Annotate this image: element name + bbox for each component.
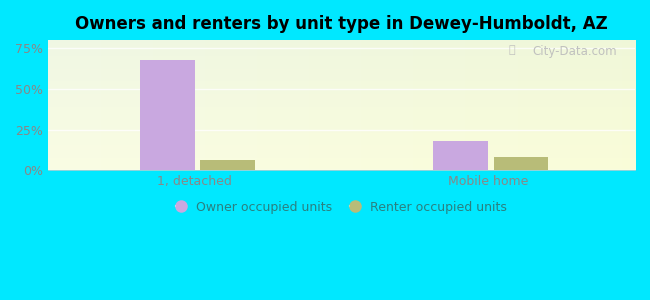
Bar [140,60,194,170]
Bar [434,141,488,170]
Text: City-Data.com: City-Data.com [533,45,618,58]
Bar [494,157,549,170]
Legend: Owner occupied units, Renter occupied units: Owner occupied units, Renter occupied un… [170,196,512,219]
Text: ⓘ: ⓘ [508,45,515,55]
Title: Owners and renters by unit type in Dewey-Humboldt, AZ: Owners and renters by unit type in Dewey… [75,15,608,33]
Bar [200,160,255,170]
